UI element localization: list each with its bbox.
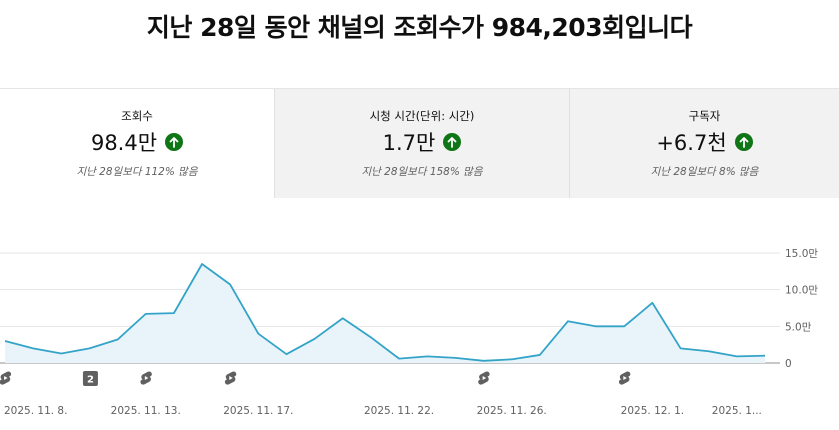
data-point[interactable] [453, 356, 457, 360]
x-tick-label: 2025. 11. 26. [477, 405, 547, 417]
data-point[interactable] [313, 337, 317, 341]
data-point[interactable] [3, 339, 7, 343]
data-point[interactable] [707, 349, 711, 353]
data-point[interactable] [369, 335, 373, 339]
data-point[interactable] [594, 324, 598, 328]
video-count-badge [82, 371, 98, 386]
stat-label: 조회수 [121, 109, 153, 123]
data-point[interactable] [566, 319, 570, 323]
data-point[interactable] [538, 353, 542, 357]
data-point[interactable] [510, 357, 514, 361]
shorts-icon[interactable] [478, 371, 490, 385]
y-tick-label: 5.0만 [785, 321, 812, 333]
video-count-label: 2 [87, 375, 94, 386]
data-point[interactable] [482, 359, 486, 363]
data-point[interactable] [650, 301, 654, 305]
shorts-icon[interactable] [140, 371, 152, 385]
area-fill [5, 264, 765, 363]
stat-value: +6.7천 [656, 131, 727, 155]
y-tick-label: 15.0만 [785, 248, 818, 260]
stat-value: 1.7만 [382, 131, 436, 155]
data-point[interactable] [87, 346, 91, 350]
stat-label: 구독자 [688, 109, 721, 123]
data-point[interactable] [397, 357, 401, 361]
stat-divider [274, 89, 275, 198]
shorts-icon[interactable] [0, 371, 12, 385]
data-point[interactable] [284, 352, 288, 356]
stats-top-divider [0, 88, 839, 89]
data-point[interactable] [228, 283, 232, 287]
x-tick-label: 2025. 1... [712, 405, 762, 417]
data-point[interactable] [341, 316, 345, 320]
x-tick-label: 2025. 11. 13. [111, 405, 181, 417]
stat-card-watch-time[interactable]: 시청 시간(단위: 시간) 1.7만 지난 28일보다 158% 많음 [275, 89, 569, 198]
stat-label: 시청 시간(단위: 시간) [369, 109, 475, 123]
arrow-up-icon [734, 133, 753, 151]
y-tick-label: 10.0만 [785, 285, 818, 297]
series-line [4, 263, 766, 362]
stat-divider [569, 89, 570, 198]
stat-comparison-note: 지난 28일보다 8% 많음 [650, 166, 759, 178]
page-headline: 지난 28일 동안 채널의 조회수가 984,203회입니다 [146, 13, 693, 42]
data-point[interactable] [144, 312, 148, 316]
views-area-chart[interactable]: 15.0만 10.0만 5.0만 0 2 2025. 11. 8. 2025. 11. 13… [0, 240, 839, 430]
arrow-up-icon [443, 133, 462, 151]
data-point[interactable] [763, 354, 767, 358]
data-point[interactable] [200, 262, 204, 266]
data-point[interactable] [256, 332, 260, 336]
x-tick-label: 2025. 11. 22. [364, 405, 434, 417]
stat-card-views[interactable]: 조회수 98.4만 지난 28일보다 112% 많음 [0, 89, 274, 198]
data-point[interactable] [735, 354, 739, 358]
arrow-up-icon [165, 133, 184, 151]
data-point[interactable] [172, 311, 176, 315]
stat-value: 98.4만 [90, 131, 158, 155]
y-tick-label: 0 [785, 358, 792, 370]
x-tick-label: 2025. 11. 8. [4, 405, 67, 417]
x-tick-label: 2025. 11. 17. [223, 405, 293, 417]
stat-comparison-note: 지난 28일보다 158% 많음 [361, 166, 483, 178]
data-point[interactable] [116, 338, 120, 342]
stat-comparison-note: 지난 28일보다 112% 많음 [76, 166, 198, 178]
data-point[interactable] [31, 346, 35, 350]
data-point[interactable] [622, 324, 626, 328]
x-tick-label: 2025. 12. 1. [621, 405, 684, 417]
stat-card-subscribers[interactable]: 구독자 +6.7천 지난 28일보다 8% 많음 [570, 89, 839, 198]
data-point[interactable] [679, 346, 683, 350]
data-point[interactable] [425, 354, 429, 358]
shorts-icon[interactable] [618, 371, 631, 385]
data-point[interactable] [59, 351, 63, 355]
shorts-icon[interactable] [224, 371, 237, 385]
